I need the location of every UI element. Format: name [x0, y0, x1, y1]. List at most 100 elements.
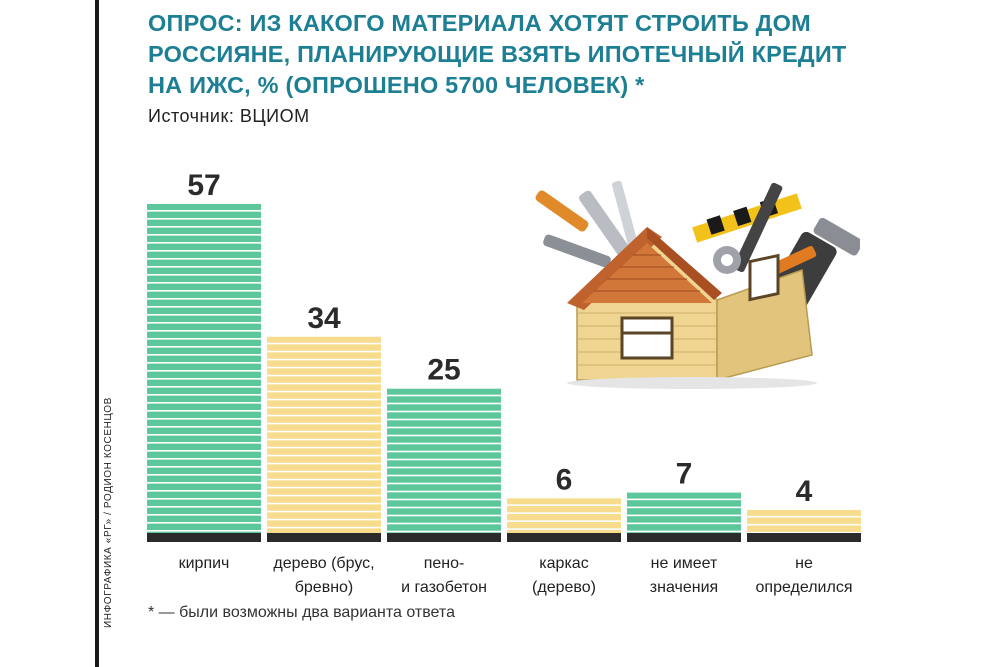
category-label-2: пено-	[424, 555, 465, 572]
bar-stripe	[627, 522, 741, 525]
bar-stripe	[387, 450, 501, 453]
bar-stripe	[147, 466, 261, 468]
category-label-3: каркас	[539, 555, 588, 572]
bar-stripe	[147, 410, 261, 412]
bar-stripe	[387, 514, 501, 517]
bar-stripe	[747, 515, 861, 518]
bar-stripe	[147, 482, 261, 484]
bar-stripe	[387, 506, 501, 509]
baseline-segment-4	[627, 533, 741, 542]
bar-stripe	[147, 386, 261, 388]
bar-stripe	[147, 530, 261, 532]
bar-stripe	[147, 330, 261, 332]
bar-stripe	[147, 234, 261, 236]
bar-stripe	[267, 526, 381, 529]
category-label-3: (дерево)	[532, 579, 596, 596]
bar-stripe	[147, 226, 261, 228]
bar-stripe	[147, 370, 261, 372]
bar-stripe	[507, 512, 621, 514]
bar-stripe	[387, 474, 501, 477]
bar-stripe	[387, 490, 501, 493]
bar-5	[747, 509, 861, 533]
category-label-5: определился	[756, 579, 853, 596]
bar-stripe	[147, 490, 261, 492]
bar-stripe	[387, 402, 501, 405]
bar-stripe	[387, 426, 501, 429]
bar-stripe	[147, 506, 261, 508]
house-toolbox-illustration	[535, 180, 860, 389]
house-icon	[567, 227, 817, 389]
bar-stripe	[747, 523, 861, 526]
bar-3	[507, 498, 621, 533]
bar-stripe	[147, 434, 261, 436]
bar-stripe	[147, 346, 261, 348]
baseline-segment-3	[507, 533, 621, 542]
bar-stripe	[147, 498, 261, 500]
bar-stripe	[387, 418, 501, 421]
bar-stripe	[147, 282, 261, 284]
bar-stripe	[147, 290, 261, 292]
bar-stripe	[267, 390, 381, 393]
bar-stripe	[627, 506, 741, 509]
bar-2	[387, 388, 501, 533]
bar-stripe	[267, 374, 381, 377]
bar-stripe	[267, 438, 381, 441]
bar-stripe	[387, 466, 501, 469]
bar-stripe	[267, 398, 381, 401]
bar-stripe	[147, 426, 261, 428]
bar-stripe	[627, 530, 741, 533]
baseline-segment-1	[267, 533, 381, 542]
bar-stripe	[267, 358, 381, 361]
footnote: * — были возможны два варианта ответа	[148, 604, 455, 621]
bar-stripe	[267, 422, 381, 425]
bar-stripe	[267, 350, 381, 353]
source-text: Источник: ВЦИОМ	[148, 106, 310, 126]
bar-stripe	[147, 362, 261, 364]
category-label-4: значения	[650, 579, 718, 596]
bar-stripe	[147, 242, 261, 244]
bar-stripe	[147, 474, 261, 476]
bar-stripe	[627, 514, 741, 517]
bar-stripe	[147, 306, 261, 308]
category-label-5: не	[795, 555, 813, 572]
bar-stripe	[507, 528, 621, 530]
bar-stripe	[387, 394, 501, 397]
bar-stripe	[147, 378, 261, 380]
bar-stripe	[747, 531, 861, 534]
value-label-1: 34	[307, 302, 341, 335]
bar-stripe	[147, 402, 261, 404]
bar-stripe	[387, 410, 501, 413]
bar-stripe	[147, 250, 261, 252]
bar-stripe	[147, 266, 261, 268]
baseline-segment-5	[747, 533, 861, 542]
bar-stripe	[147, 314, 261, 316]
value-label-4: 7	[676, 458, 693, 491]
bar-stripe	[147, 394, 261, 396]
bar-stripe	[387, 434, 501, 437]
value-label-3: 6	[556, 463, 573, 496]
left-rule	[95, 0, 99, 667]
value-label-5: 4	[796, 475, 813, 508]
category-label-0: кирпич	[179, 555, 230, 572]
bar-stripe	[147, 442, 261, 444]
bar-stripe	[147, 354, 261, 356]
bar-stripe	[267, 470, 381, 473]
bar-stripe	[147, 418, 261, 420]
bar-stripe	[147, 298, 261, 300]
bar-stripe	[267, 382, 381, 385]
bar-stripe	[147, 522, 261, 524]
category-label-1: бревно)	[295, 579, 354, 596]
bar-stripe	[507, 520, 621, 522]
value-label-2: 25	[427, 354, 460, 387]
bar-stripe	[387, 530, 501, 533]
bar-stripe	[267, 478, 381, 481]
bar-stripe	[267, 406, 381, 409]
bar-stripe	[267, 502, 381, 505]
bar-stripe	[147, 450, 261, 452]
bar-stripe	[387, 458, 501, 461]
bar-1	[267, 336, 381, 533]
bar-stripe	[147, 274, 261, 276]
bar-stripe	[147, 514, 261, 516]
bar-stripe	[387, 442, 501, 445]
